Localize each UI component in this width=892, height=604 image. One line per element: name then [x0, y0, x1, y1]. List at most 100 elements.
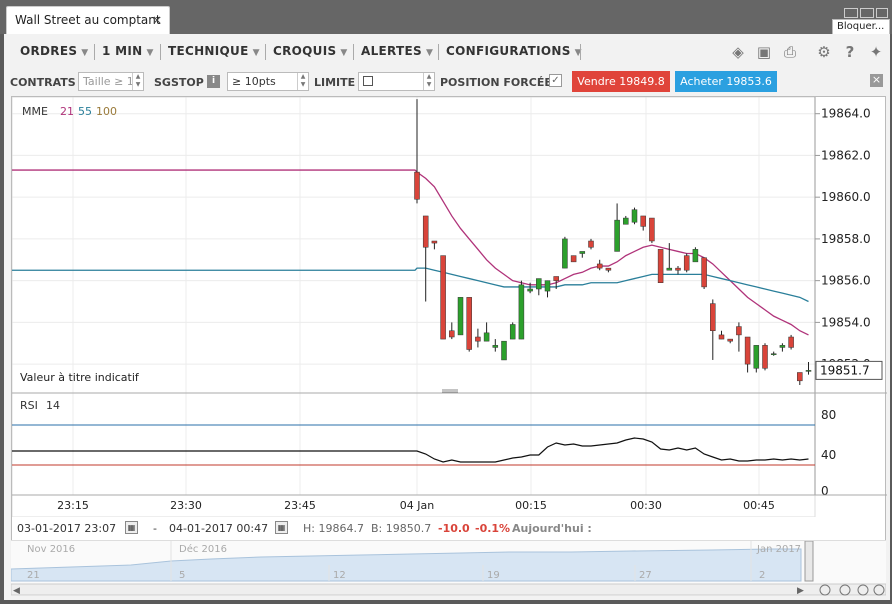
candle	[527, 282, 533, 294]
candle	[596, 259, 603, 271]
candle	[562, 236, 568, 269]
buy-button[interactable]: Acheter 19853.6	[675, 71, 777, 92]
print-icon[interactable]: ⎙	[783, 43, 796, 61]
candle-body	[570, 255, 577, 263]
scroll-left-icon[interactable]: ◀	[13, 586, 20, 596]
chevron-down-icon: ▼	[81, 48, 89, 58]
menu-configurations[interactable]: CONFIGURATIONS ▼	[446, 44, 582, 58]
help-icon[interactable]: ?	[845, 43, 855, 61]
candle-body	[710, 303, 716, 331]
candle	[614, 203, 620, 252]
candle	[762, 343, 768, 371]
close-icon[interactable]: ×	[870, 73, 883, 87]
candle	[440, 255, 446, 340]
low-value: B: 19850.7	[371, 522, 432, 535]
restore-icon[interactable]	[860, 8, 874, 18]
zoom-in-icon[interactable]	[873, 584, 885, 596]
maximize-icon[interactable]	[876, 8, 888, 18]
candle	[710, 299, 716, 360]
candle	[683, 253, 690, 273]
chevron-down-icon: ▼	[425, 48, 434, 58]
candle-body	[744, 336, 751, 365]
rsi-period: 14	[46, 399, 60, 412]
layers-icon[interactable]: ◈	[732, 43, 744, 61]
nav-day: 19	[487, 570, 500, 581]
menu-technique[interactable]: TECHNIQUE ▼	[168, 44, 260, 58]
candle-body	[501, 340, 507, 361]
navigator[interactable]: Nov 2016 Déc 2016 Jan 2017 21 5 12 19 27…	[10, 540, 887, 597]
stepper-icon[interactable]: ▲ ▼	[132, 73, 143, 90]
pin-icon[interactable]: ✦	[869, 43, 883, 61]
menu-ordres[interactable]: ORDRES ▼	[20, 44, 89, 58]
time-tick-label: 00:30	[630, 499, 662, 512]
candle	[449, 322, 455, 340]
limit-checkbox[interactable]	[363, 76, 373, 86]
menu-divider	[265, 44, 266, 60]
candle	[553, 276, 559, 289]
candle	[588, 238, 594, 250]
contracts-input[interactable]: Taille ≥ 1 ▲ ▼	[78, 72, 144, 91]
pane-resize-handle[interactable]	[442, 389, 458, 393]
chevron-down-icon: ▼	[252, 48, 260, 58]
reset-zoom-icon[interactable]	[839, 584, 851, 596]
candle	[570, 255, 577, 263]
info-icon[interactable]: i	[207, 75, 220, 88]
tab-close-icon[interactable]: ×	[151, 13, 162, 27]
candle	[518, 280, 525, 340]
price-tick-label: 19854.0	[821, 315, 871, 329]
chart-area[interactable]: 19864.0 19862.0 19860.0 19858.0 19856.0 19854…	[11, 96, 887, 574]
date-separator: -	[153, 522, 157, 535]
image-icon[interactable]: ▣	[756, 43, 772, 61]
candle-body	[692, 249, 699, 263]
candle-body	[579, 251, 586, 254]
sgstop-input[interactable]: ≥ 10pts ▲ ▼	[227, 72, 309, 91]
pin-icon[interactable]	[844, 8, 858, 18]
menu-croquis-label: CROQUIS	[273, 44, 337, 58]
menu-croquis[interactable]: CROQUIS ▼	[273, 44, 348, 58]
candle-body	[544, 280, 551, 292]
tab-wall-street[interactable]: Wall Street au comptant ×	[6, 6, 170, 34]
stepper-icon[interactable]: ▲ ▼	[297, 73, 308, 90]
refresh-icon[interactable]	[857, 584, 869, 596]
menu-ordres-label: ORDRES	[20, 44, 78, 58]
price-tick-label: 19856.0	[821, 274, 871, 288]
status-bar: 03-01-2017 23:07 ▦ - 04-01-2017 00:47 ▦ …	[11, 518, 886, 540]
stepper-icon[interactable]: ▲ ▼	[423, 73, 434, 90]
lock-button[interactable]: Bloquer...	[832, 19, 890, 35]
candle	[544, 280, 551, 298]
time-tick-label: 23:15	[57, 499, 89, 512]
navigator-handle[interactable]	[804, 540, 814, 582]
candle	[736, 322, 742, 352]
navigator-chart[interactable]: Nov 2016 Déc 2016 Jan 2017 21 5 12 19 27…	[10, 540, 887, 597]
candle	[431, 240, 438, 250]
menu-interval[interactable]: 1 MIN ▼	[102, 44, 154, 58]
nav-day: 5	[179, 570, 185, 581]
calendar-icon[interactable]: ▦	[125, 521, 138, 534]
candle-body	[422, 215, 429, 248]
candle	[640, 215, 646, 231]
zoom-out-icon[interactable]	[819, 584, 831, 596]
plot-frame	[11, 96, 816, 518]
time-tick-label: 23:45	[284, 499, 316, 512]
navigator-scrollbar[interactable]	[10, 583, 887, 596]
price-chart[interactable]: 19864.0 19862.0 19860.0 19858.0 19856.0 19854…	[11, 96, 887, 518]
menu-divider	[580, 44, 581, 60]
candle-body	[492, 345, 499, 348]
sell-button[interactable]: Vendre 19849.8	[572, 71, 670, 92]
candle	[744, 336, 751, 373]
menu-alertes[interactable]: ALERTES ▼	[361, 44, 433, 58]
calendar-icon[interactable]: ▦	[275, 521, 288, 534]
limit-input[interactable]: ▲ ▼	[358, 72, 435, 91]
price-axis-ticks: 19864.0 19862.0 19860.0 19858.0 19856.0 19854…	[815, 107, 871, 371]
gear-icon[interactable]: ⚙	[817, 43, 831, 61]
candle	[509, 322, 516, 340]
forced-position-checkbox[interactable]: ✓	[549, 74, 562, 87]
candle-body	[753, 345, 760, 369]
scroll-right-icon[interactable]: ▶	[797, 586, 804, 596]
candle	[666, 243, 673, 271]
menu-divider	[160, 44, 161, 60]
candle	[753, 345, 760, 373]
time-tick-label: 00:45	[743, 499, 775, 512]
candle-body	[736, 326, 742, 336]
candle	[770, 351, 777, 356]
